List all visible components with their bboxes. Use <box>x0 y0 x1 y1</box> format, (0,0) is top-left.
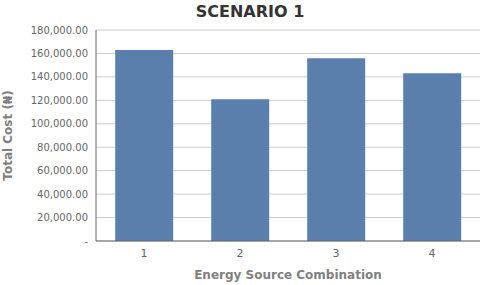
svg-text:3: 3 <box>333 247 340 260</box>
svg-text:-: - <box>84 236 88 247</box>
svg-text:80,000.00: 80,000.00 <box>37 142 88 153</box>
svg-text:20,000.00: 20,000.00 <box>37 212 88 223</box>
svg-text:1: 1 <box>141 247 148 260</box>
svg-text:120,000.00: 120,000.00 <box>31 95 88 106</box>
svg-text:2: 2 <box>237 247 244 260</box>
html-text:SCENARIO 1: SCENARIO 1 <box>195 2 305 21</box>
svg-text:160,000.00: 160,000.00 <box>31 48 88 59</box>
svg-text:40,000.00: 40,000.00 <box>37 189 88 200</box>
svg-text:60,000.00: 60,000.00 <box>37 165 88 176</box>
svg-text:100,000.00: 100,000.00 <box>31 118 88 129</box>
svg-text:Energy Source Combination: Energy Source Combination <box>194 268 382 282</box>
svg-text:180,000.00: 180,000.00 <box>31 25 88 36</box>
svg-text:140,000.00: 140,000.00 <box>31 71 88 82</box>
svg-text:4: 4 <box>429 247 436 260</box>
svg-text:Total Cost (₦): Total Cost (₦) <box>8 90 15 180</box>
